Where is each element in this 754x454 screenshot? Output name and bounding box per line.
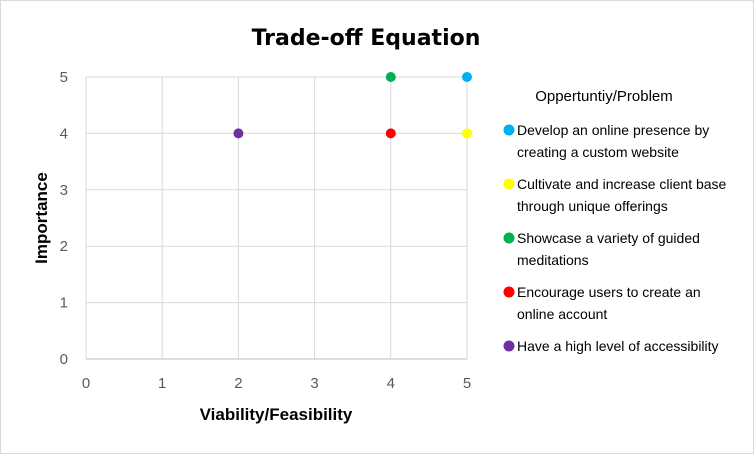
legend-label: Encourage users to create an [517,284,701,300]
legend-label: Develop an online presence by [517,122,709,138]
x-axis-ticks: 0 1 2 3 4 5 [82,375,471,392]
legend-label: online account [517,306,607,322]
x-tick-label: 2 [234,375,242,392]
data-point [462,72,472,82]
legend-label: Have a high level of accessibility [517,338,719,354]
x-tick-label: 3 [310,375,318,392]
legend-marker [503,124,515,136]
data-point [385,72,396,82]
legend-label: meditations [517,252,589,268]
y-tick-label: 5 [60,69,68,86]
x-tick-label: 4 [387,375,395,392]
legend-marker [503,232,515,244]
data-point [462,128,472,139]
y-tick-label: 0 [60,351,68,368]
y-tick-label: 1 [60,295,68,312]
legend-label: Showcase a variety of guided [517,230,700,246]
chart-title: Trade-off Equation [252,26,481,51]
x-tick-label: 0 [82,375,90,392]
legend-label: through unique offerings [517,198,668,214]
y-tick-label: 4 [60,125,68,142]
legend-label: Cultivate and increase client base [517,176,727,192]
data-points [233,72,472,139]
x-tick-label: 5 [463,375,471,392]
y-tick-label: 3 [60,182,68,199]
legend-marker [503,340,515,352]
y-tick-label: 2 [60,238,68,255]
legend-label: creating a custom website [517,144,679,160]
y-axis-title: Importance [32,172,51,264]
legend-marker [503,178,515,190]
plot-grid [85,76,468,360]
legend-marker [503,286,515,298]
y-axis-ticks: 0 1 2 3 4 5 [60,69,68,368]
x-axis-title: Viability/Feasibility [200,405,353,424]
data-point [385,128,396,139]
data-point [233,128,244,139]
legend: Develop an online presence by creating a … [503,122,727,354]
x-tick-label: 1 [158,375,166,392]
legend-title: Oppertuntiy/Problem [535,88,673,105]
